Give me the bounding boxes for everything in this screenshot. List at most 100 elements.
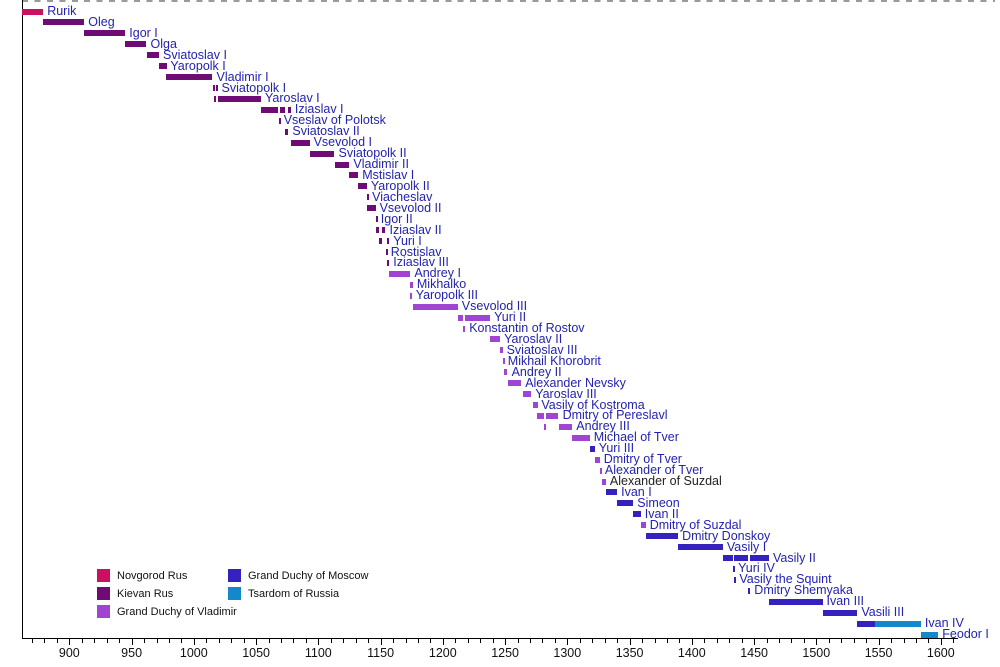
axis-minor-tick <box>417 639 419 643</box>
axis-minor-tick <box>866 639 868 643</box>
axis-minor-tick <box>94 639 96 643</box>
axis-minor-tick <box>218 639 220 643</box>
axis-minor-tick <box>791 639 793 643</box>
reign-bar-viacheslav <box>366 194 369 201</box>
ruler-label-oleg: Oleg <box>88 14 115 29</box>
axis-minor-tick <box>579 639 581 643</box>
axis-major-tick <box>878 639 880 645</box>
ruler-label-sviatoslav-ii: Sviatoslav II <box>292 124 360 139</box>
ruler-label-ivan-iii: Ivan III <box>826 594 865 609</box>
reign-bar-vasily-the-squint <box>734 576 737 583</box>
axis-minor-tick <box>268 639 270 643</box>
reign-bar-andrey-iii <box>543 423 547 430</box>
axis-minor-tick <box>716 639 718 643</box>
reign-bar-ivan-i <box>605 489 618 496</box>
axis-tick-label: 1000 <box>179 646 208 660</box>
ruler-label-yuri-ii: Yuri II <box>494 310 527 324</box>
ruler-label-vasili-iii: Vasili III <box>861 605 905 620</box>
reign-bar-yuri-ii <box>457 314 463 321</box>
reign-bar-dmitry-of-suzdal <box>640 522 646 529</box>
axis-tick-label: 1300 <box>553 646 582 660</box>
axis-major-tick <box>691 639 693 645</box>
axis-minor-tick <box>530 639 531 643</box>
axis-minor-tick <box>393 639 394 643</box>
reign-bar-mstislav-i <box>349 172 359 179</box>
axis-tick-label: 950 <box>121 646 143 660</box>
axis-tick-label: 1400 <box>677 646 706 660</box>
reign-bar-yaroslav-ii <box>490 336 501 343</box>
ruler-label-sviatoslav-iii: Sviatoslav III <box>506 342 578 357</box>
reign-bar-vsevolod-ii <box>366 205 376 212</box>
axis-minor-tick <box>330 639 332 643</box>
ruler-label-yuri-iii: Yuri III <box>598 441 635 456</box>
reign-bar-olga <box>125 41 147 48</box>
axis-minor-tick <box>368 639 370 643</box>
ruler-label-vasily-ii: Vasily II <box>773 550 816 565</box>
ruler-label-yaroslav-iii: Yaroslav III <box>535 386 597 401</box>
axis-minor-tick <box>281 639 282 643</box>
legend-swatch-kievan <box>97 587 110 600</box>
axis-minor-tick <box>779 639 780 643</box>
ruler-label-vsevolod-ii: Vsevolod II <box>379 200 442 215</box>
ruler-label-ivan-iv: Ivan IV <box>924 616 964 631</box>
ruler-label-mikhalko: Mikhalko <box>416 277 467 292</box>
ruler-label-mstislav-i: Mstislav I <box>362 167 415 182</box>
ruler-label-dmitry-donskoy: Dmitry Donskoy <box>682 528 771 543</box>
ruler-label-iziaslav-iii: Iziaslav III <box>393 255 449 270</box>
ruler-label-olga: Olga <box>150 36 177 51</box>
axis-minor-tick <box>32 639 33 643</box>
reign-bar-vasili-iii <box>822 609 858 616</box>
ruler-label-alexander-of-suzdal: Alexander of Suzdal <box>609 474 722 488</box>
reign-bar-vasily-of-kostroma <box>532 402 538 408</box>
reign-bar-vsevolod-iii <box>412 303 458 310</box>
reign-bar-dmitry-of-tver <box>594 456 600 463</box>
reign-bar-yuri-iii <box>589 445 595 452</box>
legend-swatch-vladimir <box>97 605 110 618</box>
axis-minor-tick <box>56 639 58 643</box>
reign-bar-vladimir-i <box>166 74 213 81</box>
axis-minor-tick <box>679 639 681 643</box>
ruler-label-konstantin-of-rostov: Konstantin of Rostov <box>469 321 585 335</box>
axis-major-tick <box>380 639 382 645</box>
axis-minor-tick <box>654 639 656 643</box>
axis-minor-tick <box>841 639 843 643</box>
axis-tick-label: 1450 <box>740 646 768 660</box>
axis-tick-label: 1150 <box>367 646 395 660</box>
axis-tick-label: 1550 <box>864 646 893 660</box>
reign-bar-dmitry-of-pereslavl <box>546 412 559 419</box>
ruler-label-andrey-i: Andrey I <box>414 266 461 281</box>
ruler-label-vasily-of-kostroma: Vasily of Kostroma <box>541 397 645 412</box>
reign-bar-yaropolk-iii <box>410 292 413 299</box>
ruler-label-vladimir-ii: Vladimir II <box>353 157 409 171</box>
reign-bar-vladimir-ii <box>334 161 350 168</box>
ruler-label-yuri-iv: Yuri IV <box>738 561 775 576</box>
reign-bar-yaropolk-ii <box>358 183 367 190</box>
reign-bar-rostislav <box>385 249 388 255</box>
reign-bar-yuri-i <box>379 238 382 244</box>
ruler-label-rurik: Rurik <box>47 4 77 18</box>
reign-bar-mikhail-khorobrit <box>502 358 505 365</box>
ruler-label-ivan-i: Ivan I <box>621 484 652 499</box>
reign-bar-iziaslav-iii <box>386 259 390 266</box>
axis-minor-tick <box>928 639 930 643</box>
reign-bar-sviatopolk-ii <box>309 150 335 157</box>
axis-minor-tick <box>144 639 145 643</box>
ruler-label-yaroslav-i: Yaroslav I <box>265 91 320 106</box>
axis-minor-tick <box>305 639 307 643</box>
reign-bar-vasily-i <box>678 544 723 551</box>
axis-minor-tick <box>828 639 830 643</box>
axis-tick-label: 1250 <box>491 646 519 660</box>
reign-bar-igor-ii <box>375 216 378 223</box>
axis-minor-tick <box>903 639 905 643</box>
axis-minor-tick <box>517 639 519 643</box>
axis-minor-tick <box>915 639 917 643</box>
ruler-label-sviatoslav-i: Sviatoslav I <box>163 47 227 62</box>
ruler-label-viacheslav: Viacheslav <box>372 189 433 204</box>
legend-label-moscow: Grand Duchy of Moscow <box>248 570 369 582</box>
reign-bar-vsevolod-i <box>290 139 310 146</box>
reign-bar-alexander-of-suzdal <box>602 478 606 485</box>
axis-minor-tick <box>542 639 544 643</box>
axis-tick-label: 900 <box>58 646 80 660</box>
axis-minor-tick <box>741 639 743 643</box>
axis-tick-label: 1600 <box>926 646 955 660</box>
